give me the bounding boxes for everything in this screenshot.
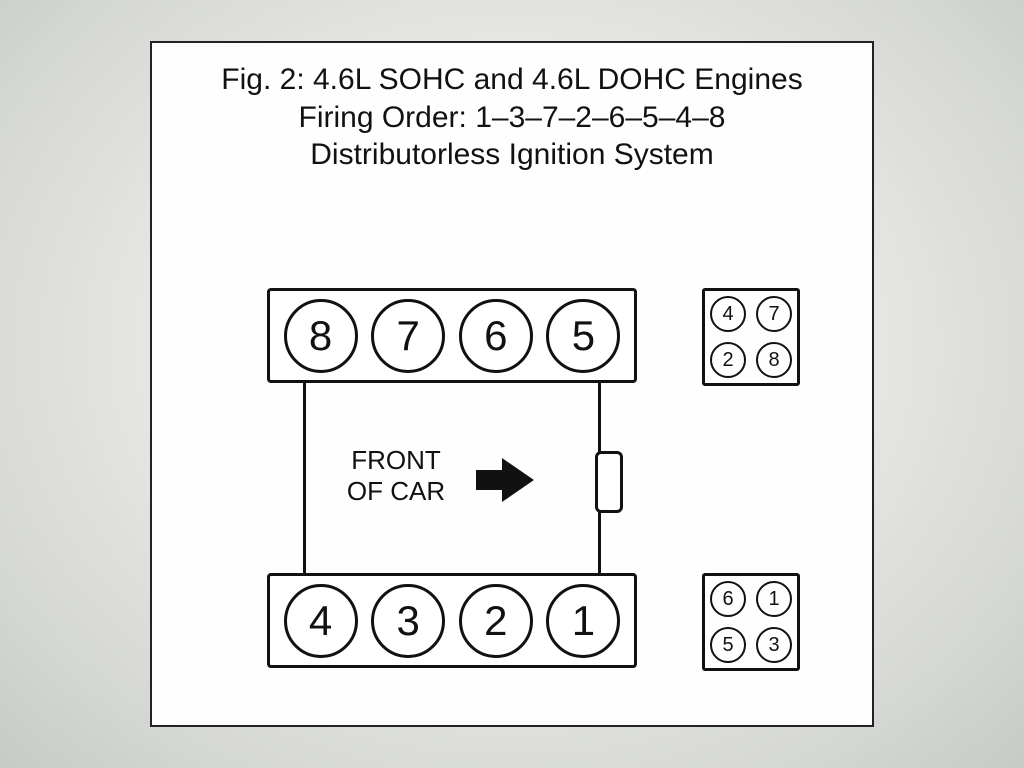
cylinder-6: 6: [459, 299, 533, 373]
coil-pack-top: 4 7 2 8: [702, 288, 800, 386]
cylinder-8: 8: [284, 299, 358, 373]
cylinder-4: 4: [284, 584, 358, 658]
coil-3: 3: [756, 627, 792, 663]
cylinder-1: 1: [546, 584, 620, 658]
title-line-3: Distributorless Ignition System: [152, 136, 872, 174]
figure-title: Fig. 2: 4.6L SOHC and 4.6L DOHC Engines …: [152, 61, 872, 174]
cylinder-bank-bottom: 4 3 2 1: [267, 573, 637, 668]
front-of-car-label: FRONT OF CAR: [326, 445, 466, 507]
coil-2: 2: [710, 342, 746, 378]
cylinder-5: 5: [546, 299, 620, 373]
coil-pack-bottom: 6 1 5 3: [702, 573, 800, 671]
engine-front-tab: [595, 451, 623, 513]
cylinder-bank-top: 8 7 6 5: [267, 288, 637, 383]
figure-box: Fig. 2: 4.6L SOHC and 4.6L DOHC Engines …: [150, 41, 874, 727]
coil-7: 7: [756, 296, 792, 332]
page-background: Fig. 2: 4.6L SOHC and 4.6L DOHC Engines …: [0, 0, 1024, 768]
coil-1: 1: [756, 581, 792, 617]
coil-5: 5: [710, 627, 746, 663]
title-line-2: Firing Order: 1–3–7–2–6–5–4–8: [152, 99, 872, 137]
coil-8: 8: [756, 342, 792, 378]
cylinder-3: 3: [371, 584, 445, 658]
title-line-1: Fig. 2: 4.6L SOHC and 4.6L DOHC Engines: [152, 61, 872, 99]
front-label-line-2: OF CAR: [326, 476, 466, 507]
engine-diagram: 8 7 6 5 FRONT OF CAR 4 3: [267, 288, 637, 668]
cylinder-7: 7: [371, 299, 445, 373]
arrow-right-icon: [476, 458, 536, 507]
front-label-line-1: FRONT: [326, 445, 466, 476]
coil-4: 4: [710, 296, 746, 332]
cylinder-2: 2: [459, 584, 533, 658]
coil-6: 6: [710, 581, 746, 617]
engine-block: FRONT OF CAR: [303, 383, 601, 573]
